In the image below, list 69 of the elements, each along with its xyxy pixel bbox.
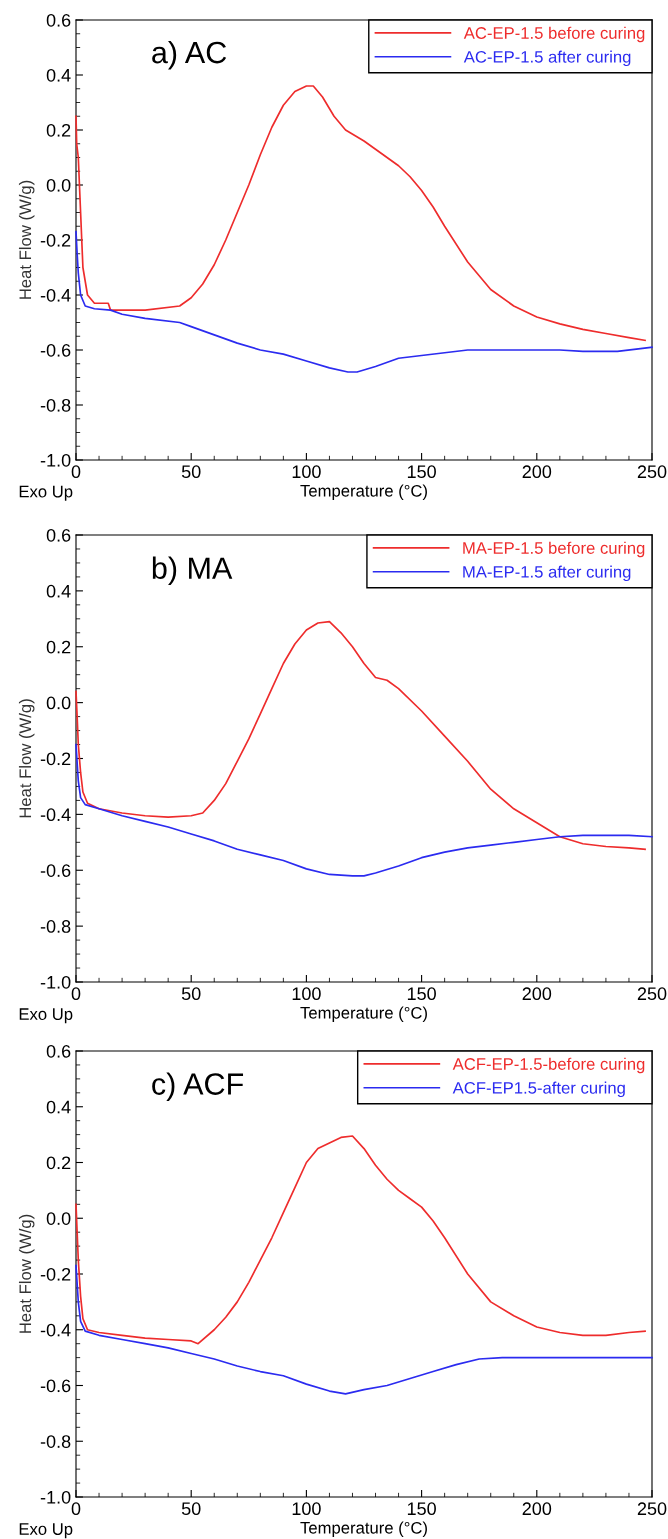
x-axis-title: Temperature (°C)	[300, 1521, 427, 1538]
y-tick-label: -0.6	[40, 1379, 71, 1393]
x-tick-label: 150	[407, 987, 436, 1001]
y-tick-label: 0.2	[46, 1156, 71, 1170]
text: Exo Up	[19, 1008, 73, 1024]
y-tick-label: -0.8	[40, 398, 71, 412]
y-tick-label: 0.4	[46, 1100, 71, 1114]
x-tick-label: 0	[71, 1502, 81, 1516]
y-tick-label: 0.2	[46, 123, 71, 137]
x-tick-label: 100	[292, 465, 321, 479]
x-axis-title: Temperature (°C)	[300, 1006, 427, 1023]
legend-label: MA-EP-1.5 before curing	[463, 541, 645, 558]
y-tick-label: -1.0	[40, 1490, 71, 1504]
y-tick-label: -0.6	[40, 343, 71, 357]
line-series	[75, 230, 653, 373]
y-tick-label: 0.2	[46, 640, 71, 654]
y-tick-label: 0.4	[46, 68, 71, 82]
x-tick-label: 150	[407, 1502, 436, 1516]
y-tick-label: -0.8	[40, 920, 71, 933]
y-tick-label: -1.0	[40, 453, 71, 467]
x-tick-label: 0	[71, 465, 81, 479]
x-tick-label: 250	[637, 1502, 667, 1516]
legend-label: ACF-EP1.5-after curing	[452, 1081, 625, 1098]
y-axis-title: Heat Flow (W/g)	[18, 1214, 35, 1333]
y-axis-title: Heat Flow (W/g)	[18, 699, 35, 818]
x-tick-label: 200	[522, 987, 552, 1001]
line-series	[75, 620, 646, 851]
legend-label: AC-EP-1.5 before curing	[463, 26, 645, 43]
x-tick-label: 100	[292, 987, 321, 1001]
text: b) MA	[152, 556, 233, 585]
y-tick-label: -0.4	[40, 288, 71, 302]
y-tick-label: 0.4	[46, 584, 71, 598]
text: Exo Up	[19, 485, 73, 501]
x-tick-label: 250	[637, 987, 667, 1001]
x-tick-label: 0	[71, 987, 81, 1001]
y-tick-label: 0.0	[46, 1212, 71, 1225]
y-tick-label: -0.4	[40, 808, 71, 822]
x-axis-title: Temperature (°C)	[300, 484, 427, 501]
y-tick-label: -0.2	[40, 1267, 71, 1281]
x-tick-label: 200	[522, 465, 552, 479]
y-tick-label: -0.2	[40, 752, 71, 766]
line-series	[75, 1264, 653, 1395]
line-series	[75, 743, 653, 877]
line-series	[75, 1135, 646, 1345]
line-series	[75, 85, 646, 342]
y-tick-label: 0.0	[46, 696, 71, 710]
y-tick-label: -0.2	[40, 233, 71, 247]
x-tick-label: 250	[637, 465, 667, 479]
y-tick-label: -0.4	[40, 1323, 71, 1337]
y-tick-label: 0.6	[46, 528, 71, 542]
x-tick-label: 150	[407, 465, 436, 479]
x-tick-label: 50	[181, 987, 201, 1001]
x-tick-label: 50	[181, 1502, 201, 1516]
legend-label: AC-EP-1.5 after curing	[463, 50, 631, 67]
x-tick-label: 50	[181, 465, 201, 479]
y-tick-label: 0.0	[46, 178, 71, 192]
text: c) ACF	[152, 1072, 244, 1101]
y-tick-label: 0.6	[46, 13, 71, 27]
y-axis-title: Heat Flow (W/g)	[18, 180, 35, 299]
legend-label: MA-EP-1.5 after curing	[463, 565, 631, 582]
x-tick-label: 100	[292, 1502, 321, 1516]
legend-label: ACF-EP-1.5-before curing	[452, 1057, 645, 1074]
x-tick-label: 200	[522, 1502, 552, 1516]
y-tick-label: 0.6	[46, 1044, 71, 1058]
y-tick-label: -0.8	[40, 1435, 71, 1448]
text: a) AC	[152, 40, 227, 70]
y-tick-label: -1.0	[40, 975, 71, 989]
text: Exo Up	[19, 1523, 73, 1539]
y-tick-label: -0.6	[40, 864, 71, 877]
